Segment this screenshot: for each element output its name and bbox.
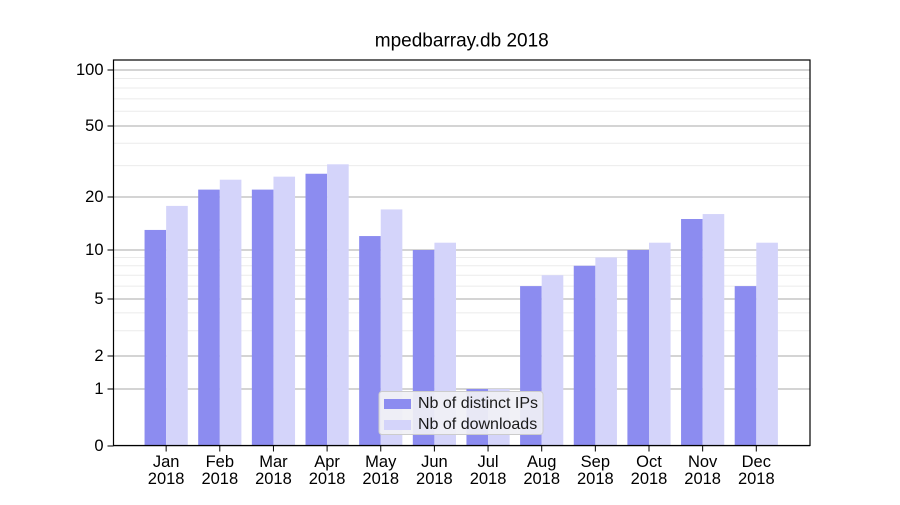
svg-text:May: May: [365, 453, 397, 471]
svg-text:2018: 2018: [577, 470, 614, 488]
svg-text:Jul: Jul: [478, 453, 499, 471]
svg-text:Jan: Jan: [153, 453, 180, 471]
svg-text:0: 0: [94, 437, 103, 455]
svg-text:2: 2: [94, 347, 103, 365]
svg-text:Apr: Apr: [314, 453, 340, 471]
svg-text:Jun: Jun: [421, 453, 448, 471]
svg-text:Sep: Sep: [581, 453, 610, 471]
svg-text:20: 20: [85, 188, 103, 206]
svg-text:2018: 2018: [631, 470, 668, 488]
svg-text:2018: 2018: [523, 470, 560, 488]
svg-text:100: 100: [76, 61, 104, 79]
svg-text:Nb of downloads: Nb of downloads: [418, 416, 537, 433]
svg-text:2018: 2018: [684, 470, 721, 488]
svg-text:Nov: Nov: [688, 453, 718, 471]
svg-text:1: 1: [94, 380, 103, 398]
svg-text:50: 50: [85, 117, 103, 135]
svg-text:Feb: Feb: [206, 453, 234, 471]
svg-text:2018: 2018: [309, 470, 346, 488]
svg-text:Oct: Oct: [636, 453, 662, 471]
svg-text:2018: 2018: [148, 470, 185, 488]
svg-text:2018: 2018: [362, 470, 399, 488]
svg-text:Dec: Dec: [742, 453, 771, 471]
svg-text:2018: 2018: [416, 470, 453, 488]
svg-text:2018: 2018: [470, 470, 507, 488]
svg-text:10: 10: [85, 241, 103, 259]
svg-text:mpedbarray.db 2018: mpedbarray.db 2018: [375, 31, 549, 52]
svg-text:2018: 2018: [738, 470, 775, 488]
svg-text:Aug: Aug: [527, 453, 556, 471]
svg-text:5: 5: [94, 290, 103, 308]
svg-text:Nb of distinct IPs: Nb of distinct IPs: [418, 395, 538, 412]
svg-text:2018: 2018: [201, 470, 238, 488]
svg-text:Mar: Mar: [259, 453, 288, 471]
svg-text:2018: 2018: [255, 470, 292, 488]
